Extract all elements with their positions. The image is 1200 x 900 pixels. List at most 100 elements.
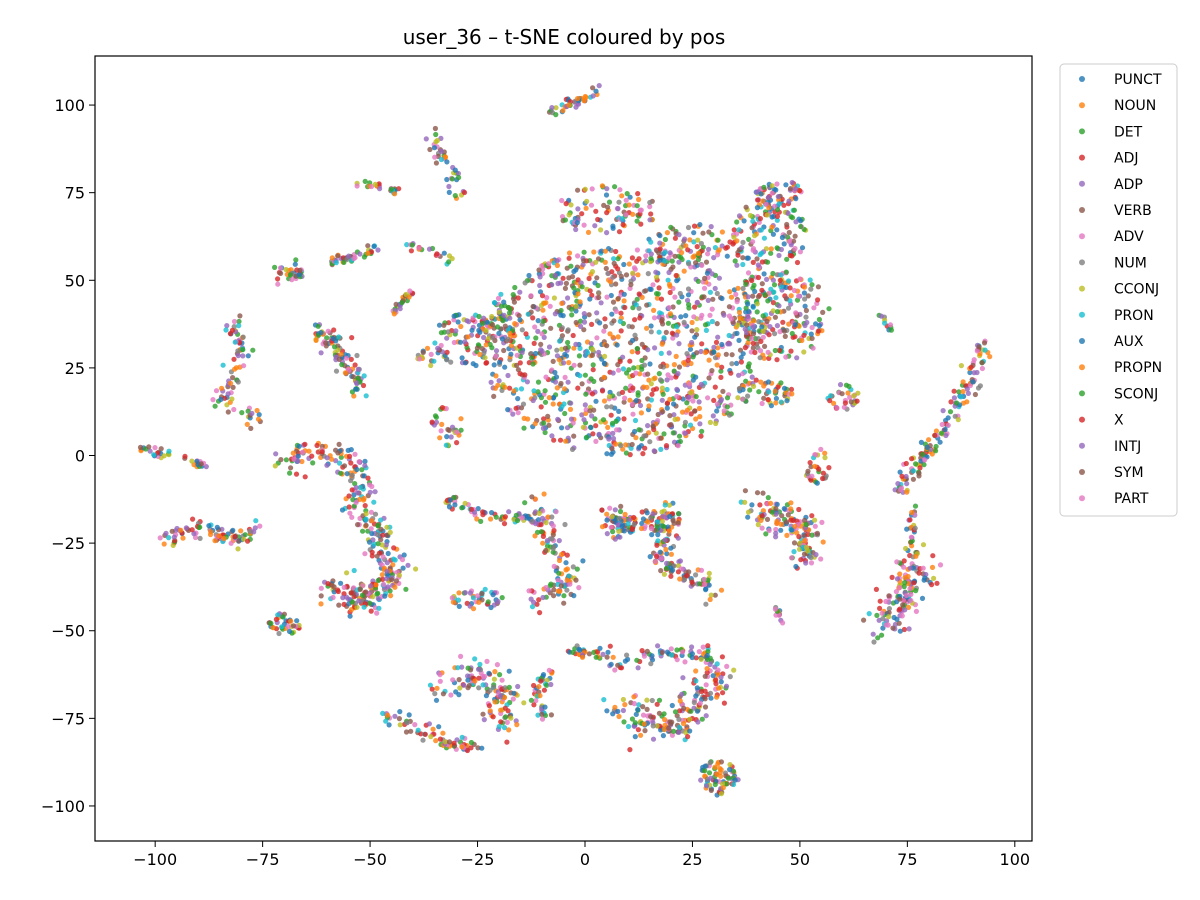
- point-part: [494, 662, 500, 668]
- point-punct: [256, 412, 262, 418]
- point-num: [641, 362, 648, 368]
- point-sconj: [506, 310, 513, 316]
- point-aux: [214, 524, 220, 531]
- point-sconj: [938, 430, 945, 436]
- point-x: [738, 359, 745, 365]
- legend-label-num: NUM: [1114, 255, 1147, 271]
- point-aux: [754, 205, 761, 211]
- point-cconj: [428, 362, 434, 369]
- point-intj: [697, 421, 703, 427]
- point-propn: [727, 289, 733, 295]
- point-adv: [362, 551, 368, 557]
- point-propn: [559, 300, 565, 306]
- point-verb: [318, 593, 324, 599]
- point-adj: [391, 545, 397, 551]
- point-cconj: [735, 395, 741, 401]
- point-num: [647, 439, 653, 445]
- point-punct: [745, 301, 751, 307]
- point-aux: [621, 261, 627, 268]
- point-pron: [648, 239, 654, 245]
- point-intj: [715, 334, 721, 340]
- point-verb: [427, 146, 433, 153]
- point-part: [699, 262, 705, 268]
- point-sconj: [771, 282, 778, 288]
- point-sym: [489, 322, 496, 328]
- point-adv: [971, 357, 977, 363]
- point-cconj: [387, 529, 393, 536]
- point-pron: [712, 245, 719, 251]
- point-adp: [594, 310, 600, 316]
- point-verb: [378, 526, 384, 532]
- point-adp: [774, 323, 781, 329]
- point-noun: [604, 511, 610, 517]
- point-propn: [560, 108, 566, 114]
- point-sconj: [648, 255, 654, 261]
- x-tick-label: −75: [246, 850, 280, 869]
- point-pron: [253, 518, 259, 524]
- point-sym: [896, 620, 902, 626]
- point-x: [490, 714, 496, 720]
- point-propn: [566, 250, 573, 256]
- point-aux: [294, 618, 300, 624]
- point-propn: [562, 386, 568, 392]
- point-aux: [808, 331, 814, 337]
- point-sym: [979, 360, 985, 366]
- point-x: [380, 576, 386, 583]
- point-intj: [804, 319, 810, 326]
- legend-label-sym: SYM: [1114, 465, 1144, 481]
- y-tick-label: 0: [75, 447, 85, 466]
- point-adj: [502, 514, 508, 520]
- point-x: [755, 274, 762, 281]
- plot-frame: [94, 55, 1033, 842]
- point-sym: [518, 405, 525, 411]
- point-part: [588, 202, 595, 208]
- point-punct: [502, 364, 508, 370]
- point-det: [706, 770, 713, 776]
- point-verb: [579, 381, 585, 387]
- point-cconj: [659, 518, 666, 524]
- point-punct: [704, 652, 710, 659]
- point-punct: [446, 189, 452, 195]
- point-adj: [658, 296, 665, 302]
- point-sconj: [913, 588, 919, 594]
- point-pron: [661, 335, 667, 341]
- point-adj: [522, 372, 528, 378]
- point-verb: [350, 374, 356, 380]
- point-part: [797, 276, 803, 282]
- point-adp: [249, 410, 255, 416]
- point-x: [801, 332, 807, 338]
- point-adv: [740, 371, 746, 377]
- point-det: [765, 259, 771, 265]
- point-aux: [608, 292, 614, 299]
- point-det: [359, 467, 365, 473]
- point-adv: [438, 428, 444, 434]
- point-aux: [597, 645, 603, 651]
- point-punct: [687, 346, 694, 352]
- point-intj: [775, 194, 781, 200]
- point-noun: [290, 450, 296, 456]
- point-sconj: [888, 327, 895, 333]
- point-adp: [778, 246, 785, 253]
- point-intj: [356, 598, 362, 604]
- point-intj: [372, 489, 378, 495]
- point-propn: [470, 606, 477, 612]
- point-propn: [502, 384, 508, 390]
- point-propn: [599, 524, 606, 530]
- point-propn: [495, 382, 501, 388]
- point-adv: [152, 445, 158, 451]
- point-pron: [470, 595, 476, 601]
- point-adv: [381, 581, 387, 588]
- point-det: [743, 281, 749, 287]
- point-part: [546, 667, 552, 673]
- point-adv: [539, 716, 546, 722]
- point-det: [665, 320, 672, 326]
- point-adj: [630, 385, 636, 391]
- point-cconj: [354, 604, 360, 610]
- point-num: [871, 639, 877, 645]
- y-tick-label: −100: [41, 797, 85, 816]
- point-x: [753, 377, 759, 383]
- point-noun: [532, 421, 538, 427]
- point-aux: [604, 517, 610, 523]
- point-intj: [596, 349, 602, 355]
- point-propn: [680, 721, 687, 727]
